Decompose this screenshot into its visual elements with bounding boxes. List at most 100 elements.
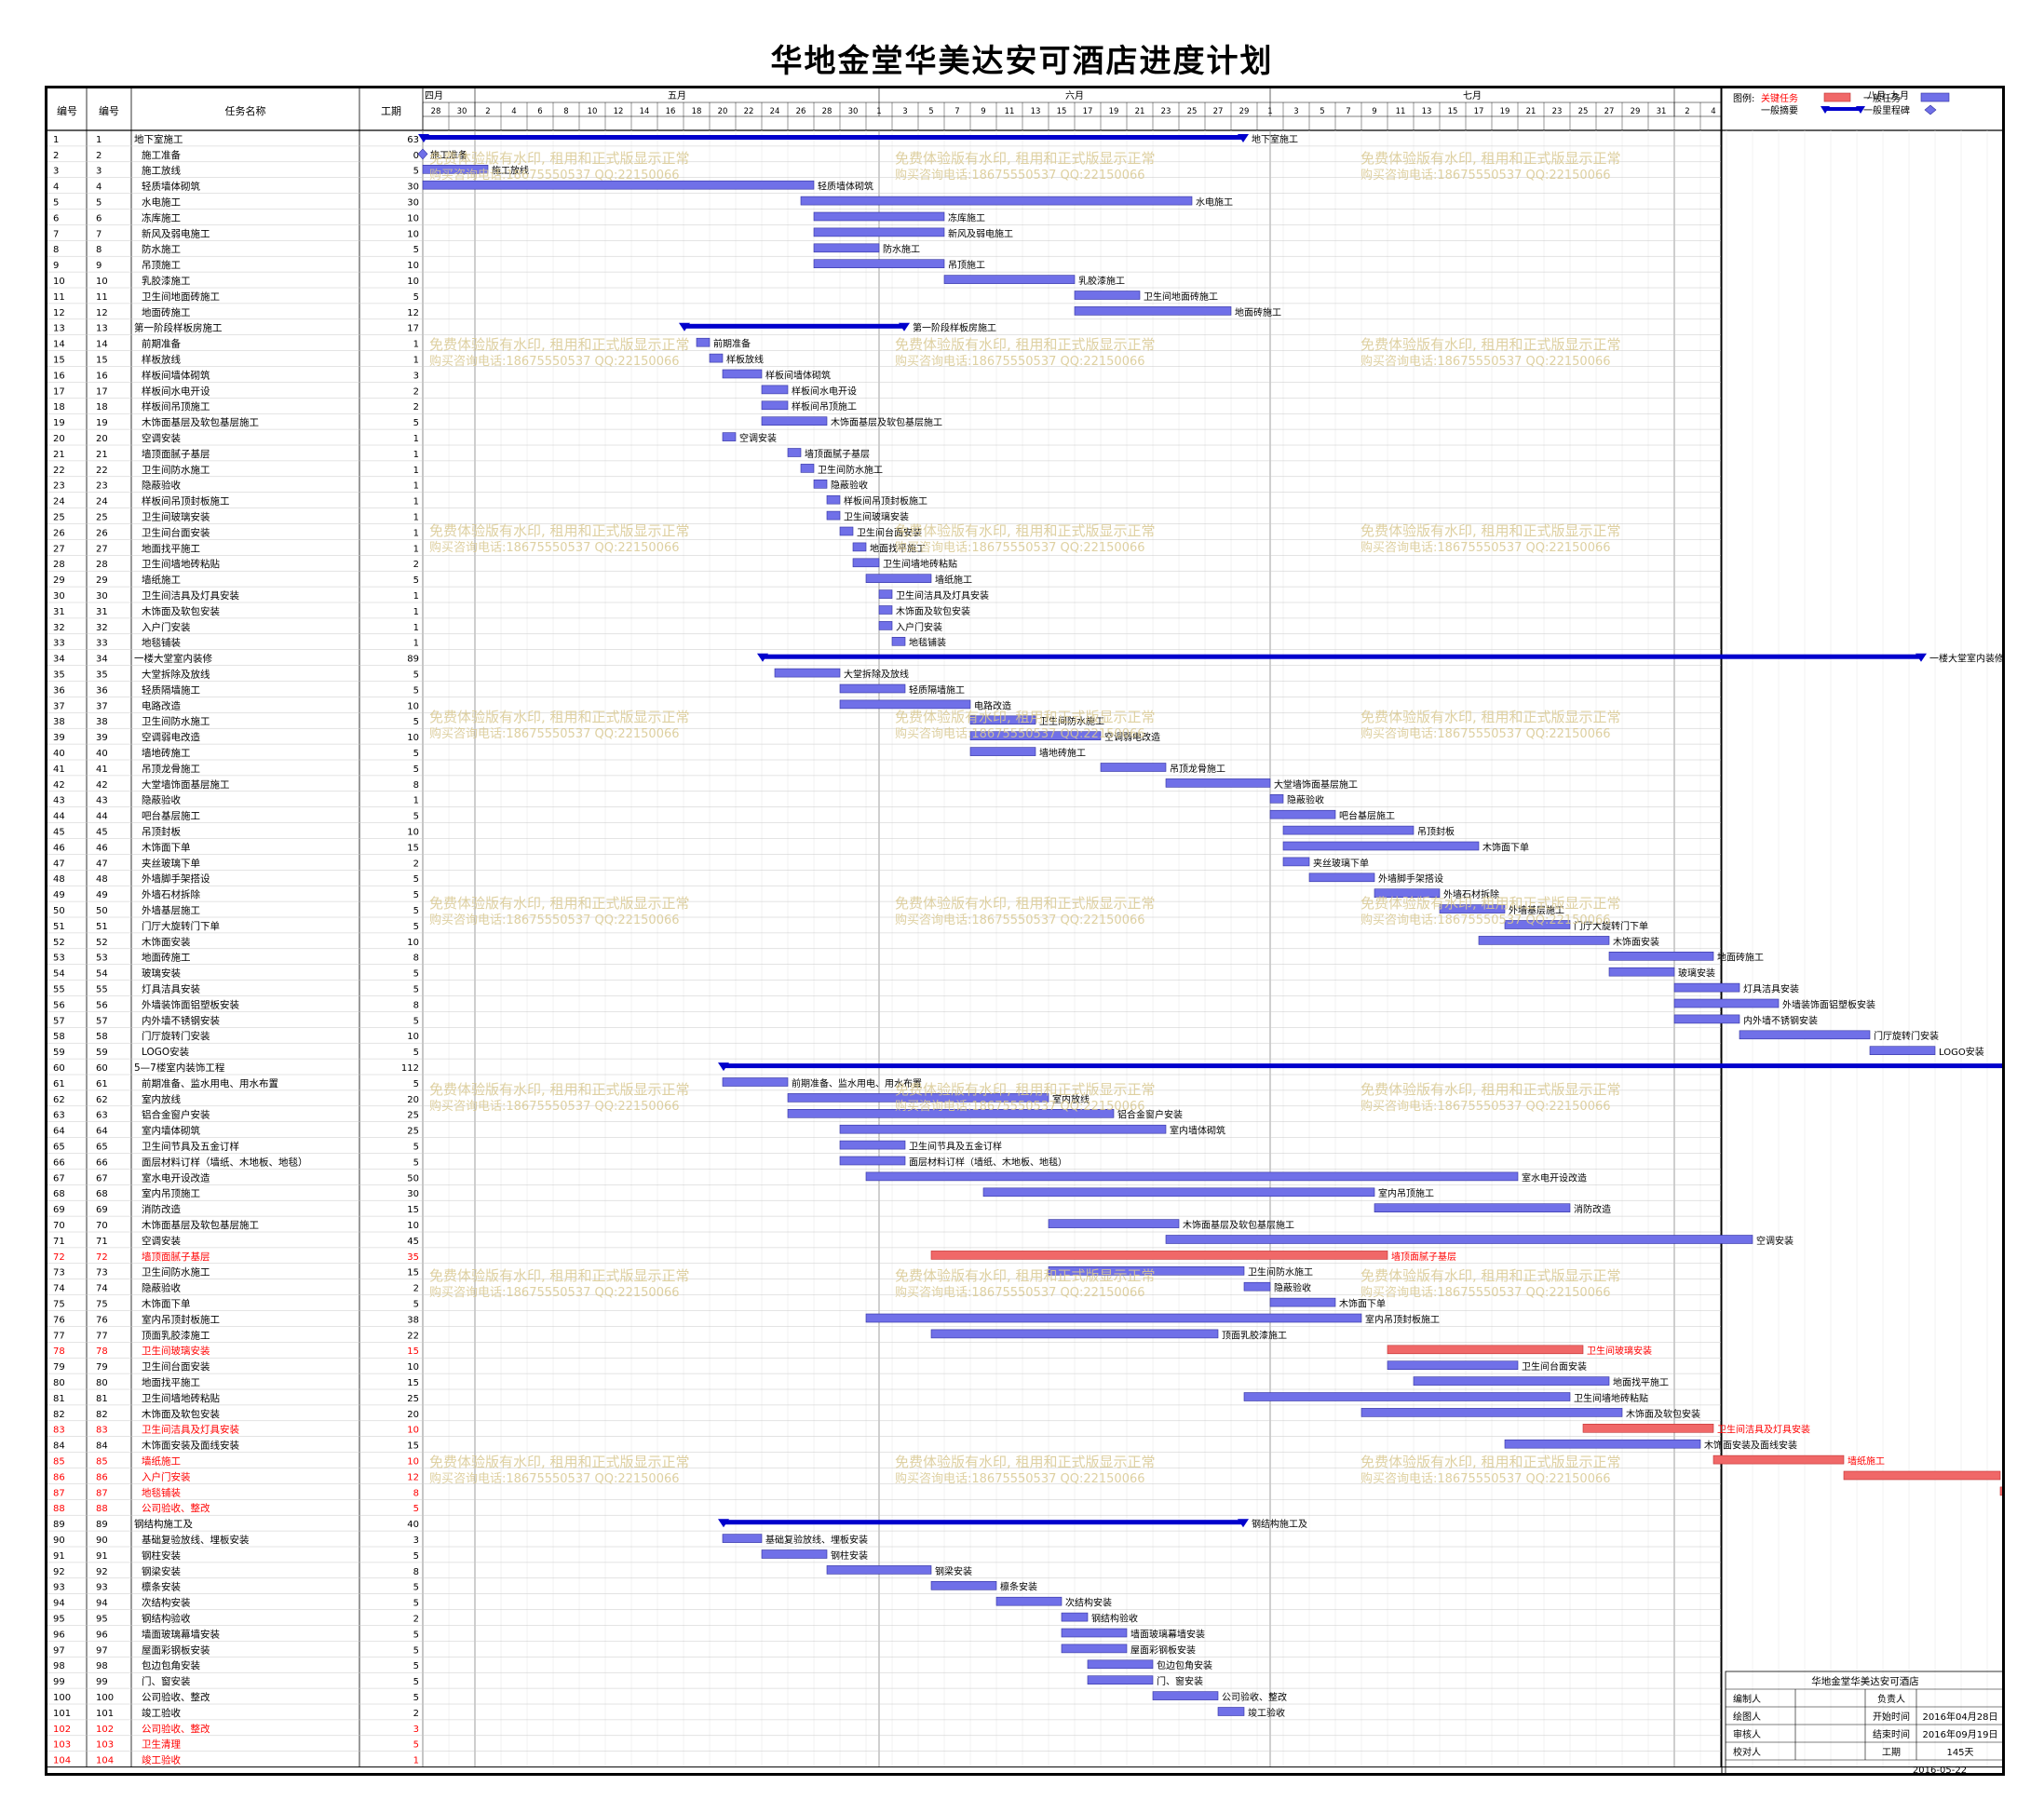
row-number: 55 (53, 985, 65, 995)
task-name: 檩条安装 (142, 1581, 181, 1593)
row-number: 24 (53, 497, 65, 507)
task-name: 地面砖施工 (142, 952, 191, 964)
task-name: 防水施工 (142, 243, 181, 255)
row-number: 22 (53, 466, 65, 476)
task-duration: 5 (413, 717, 419, 727)
summary-end-cap (899, 322, 910, 331)
day-label: 2 (485, 107, 490, 116)
row-number: 11 (53, 292, 65, 303)
task-duration: 5 (413, 890, 419, 900)
task-id: 4 (96, 183, 102, 193)
task-duration: 25 (407, 1394, 419, 1404)
day-label: 15 (1057, 107, 1067, 116)
task-duration: 5 (413, 292, 419, 303)
bar-label: 卫生间玻璃安装 (844, 511, 909, 523)
task-id: 68 (96, 1189, 108, 1199)
row-number: 9 (53, 261, 59, 271)
watermark-text: 购买咨询电话:18675550537 QQ:22150066 (1360, 1099, 1611, 1114)
header-id: 编号 (99, 104, 119, 117)
bar-label: 施工放线 (492, 165, 529, 177)
task-id: 85 (96, 1457, 108, 1468)
task-bar (813, 479, 828, 489)
bar-label: 吊顶龙骨施工 (1170, 763, 1225, 775)
task-duration: 17 (407, 324, 419, 334)
task-name: 室内墙体砌筑 (142, 1125, 200, 1137)
task-bar (1061, 1612, 1089, 1622)
task-name: 第一阶段样板房施工 (134, 322, 223, 334)
task-bar (930, 1581, 997, 1590)
task-duration: 2 (413, 386, 419, 397)
row-number: 83 (53, 1426, 65, 1436)
bar-label: 吧台基层施工 (1339, 810, 1395, 822)
watermark-text: 购买咨询电话:18675550537 QQ:22150066 (429, 540, 680, 555)
task-id: 49 (96, 890, 108, 900)
task-name: 样板间吊顶施工 (142, 400, 210, 413)
month-label: 六月 (1065, 90, 1084, 101)
day-label: 19 (1109, 107, 1119, 116)
day-label: 5 (928, 107, 933, 116)
task-id: 50 (96, 906, 108, 916)
task-bar (1269, 809, 1336, 819)
row-number: 4 (53, 183, 59, 193)
task-name: 样板间吊顶封板施工 (142, 495, 230, 507)
task-bar (722, 432, 737, 441)
watermark-text: 购买咨询电话:18675550537 QQ:22150066 (1360, 1471, 1611, 1486)
task-duration: 5 (413, 575, 419, 586)
critical-task-bar (1999, 1486, 2002, 1496)
watermark-text: 购买咨询电话:18675550537 QQ:22150066 (1360, 913, 1611, 927)
task-duration: 3 (413, 1536, 419, 1546)
task-name: 入户门安装 (142, 1470, 191, 1482)
row-number: 63 (53, 1111, 65, 1121)
task-duration: 1 (413, 434, 419, 444)
row-number: 99 (53, 1677, 65, 1687)
task-duration: 1 (413, 607, 419, 617)
bar-label: 卫生间墙地砖粘贴 (883, 558, 957, 570)
row-number: 7 (53, 229, 59, 239)
summary-bar (723, 1520, 1244, 1525)
bar-label: 铝合金窗户安装 (1117, 1109, 1183, 1121)
task-id: 39 (96, 733, 108, 743)
task-name: 卫生间节具及五金订样 (142, 1141, 239, 1153)
watermark-text: 购买咨询电话:18675550537 QQ:22150066 (1360, 726, 1611, 741)
task-bar (813, 259, 945, 268)
row-number: 40 (53, 749, 65, 759)
task-name: 卫生间墙地砖粘贴 (142, 1392, 220, 1404)
task-name: 地毯铺装 (142, 637, 181, 649)
bar-label: 轻质隔墙施工 (909, 683, 965, 696)
task-id: 32 (96, 623, 108, 633)
task-name: 施工放线 (142, 165, 181, 177)
day-label: 27 (1604, 107, 1615, 116)
watermark-text: 免费体验版有水印, 租用和正式版显示正常 (1360, 522, 1621, 539)
task-duration: 8 (413, 954, 419, 964)
bar-label: 次结构安装 (1065, 1597, 1112, 1609)
task-bar (722, 369, 763, 379)
task-name: 玻璃安装 (142, 967, 181, 980)
bar-label: 墙顶面腻子基层 (1391, 1251, 1456, 1263)
bar-label: 空调安装 (1756, 1235, 1794, 1247)
row-number: 80 (53, 1378, 65, 1388)
task-bar (761, 416, 828, 426)
task-duration: 5 (413, 1677, 419, 1687)
day-label: 7 (1346, 107, 1350, 116)
task-id: 6 (96, 213, 102, 223)
row-number: 31 (53, 607, 65, 617)
task-bar (1074, 291, 1141, 300)
task-name: 吊顶封板 (142, 826, 181, 838)
task-name: 外墙石材拆除 (142, 888, 200, 900)
bar-label: 钢柱安装 (831, 1549, 868, 1562)
task-bar (865, 574, 932, 584)
row-number: 96 (53, 1630, 65, 1640)
watermark-text: 购买咨询电话:18675550537 QQ:22150066 (895, 1471, 1145, 1486)
task-bar (839, 683, 906, 694)
task-duration: 5 (413, 1599, 419, 1609)
bar-label: 室内吊顶施工 (1378, 1187, 1434, 1199)
task-name: 轻质墙体砌筑 (142, 181, 200, 193)
task-id: 23 (96, 481, 108, 492)
task-bar (1387, 1360, 1519, 1370)
task-duration: 15 (407, 1441, 419, 1452)
row-number: 10 (53, 277, 65, 287)
row-number: 26 (53, 528, 65, 538)
task-name: 卫生间防水施工 (142, 464, 210, 476)
task-duration: 5 (413, 1048, 419, 1058)
task-id: 84 (96, 1441, 108, 1452)
